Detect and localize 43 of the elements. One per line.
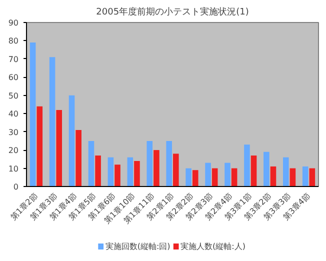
bar xyxy=(108,157,114,186)
bar xyxy=(68,95,75,186)
bar xyxy=(212,168,218,186)
y-tick-label: 0 xyxy=(13,182,19,192)
y-tick-label: 80 xyxy=(8,36,19,46)
bar xyxy=(205,162,211,186)
y-tick-label: 30 xyxy=(8,128,19,137)
bar xyxy=(30,42,36,186)
bar xyxy=(146,140,153,186)
bar xyxy=(302,166,308,186)
bar xyxy=(166,140,172,186)
chart-title: 2005年度前期の小テスト実施状況(1) xyxy=(96,6,249,18)
y-tick-label: 10 xyxy=(8,164,19,174)
bar xyxy=(283,157,289,186)
bar xyxy=(134,160,140,186)
bar xyxy=(264,152,270,186)
y-tick-label: 60 xyxy=(8,73,19,82)
bar xyxy=(186,168,192,186)
bar xyxy=(95,156,101,186)
y-tick-label: 70 xyxy=(8,54,19,64)
bar xyxy=(244,144,250,186)
y-tick-label: 40 xyxy=(8,110,19,119)
bar xyxy=(56,110,62,186)
bar xyxy=(127,157,134,186)
bar xyxy=(88,140,94,186)
bar xyxy=(49,57,56,186)
bar xyxy=(250,156,257,186)
legend-label: 実施回数(縦軸:回) xyxy=(105,242,170,251)
bar xyxy=(154,150,160,186)
bar xyxy=(36,106,43,186)
bar xyxy=(231,168,238,186)
y-tick-label: 20 xyxy=(8,146,19,156)
y-tick-label: 50 xyxy=(8,91,19,100)
bar xyxy=(224,162,230,186)
bar xyxy=(192,170,198,186)
legend-label: 実施人数(縦軸:人) xyxy=(180,242,246,251)
bar xyxy=(270,166,276,186)
bar xyxy=(173,154,179,186)
bar xyxy=(309,168,316,186)
y-tick-label: 90 xyxy=(8,18,19,28)
bar xyxy=(76,130,82,186)
bar xyxy=(290,168,296,186)
bar xyxy=(114,164,120,186)
